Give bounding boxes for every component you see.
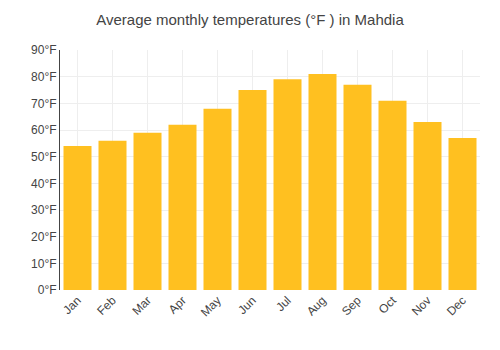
svg-text:Feb: Feb [94,293,119,318]
svg-text:30°F: 30°F [31,203,56,217]
svg-text:Oct: Oct [376,293,400,317]
svg-text:60°F: 60°F [31,123,56,137]
svg-text:May: May [198,293,224,319]
svg-text:70°F: 70°F [31,97,56,111]
svg-text:50°F: 50°F [31,150,56,164]
svg-text:20°F: 20°F [31,230,56,244]
svg-text:Apr: Apr [166,293,189,316]
svg-text:Jan: Jan [60,293,84,317]
svg-text:90°F: 90°F [31,43,56,57]
svg-text:0°F: 0°F [38,283,57,297]
svg-text:40°F: 40°F [31,177,56,191]
svg-text:Jun: Jun [235,293,259,317]
svg-text:Sep: Sep [339,293,364,318]
svg-text:Dec: Dec [444,293,469,318]
svg-text:Mar: Mar [129,293,154,318]
svg-text:10°F: 10°F [31,257,56,271]
svg-text:80°F: 80°F [31,70,56,84]
svg-text:Nov: Nov [409,293,434,318]
svg-text:Aug: Aug [304,293,329,318]
svg-text:Average monthly temperatures (: Average monthly temperatures (°F ) in Ma… [96,11,404,28]
svg-text:Jul: Jul [273,293,294,314]
